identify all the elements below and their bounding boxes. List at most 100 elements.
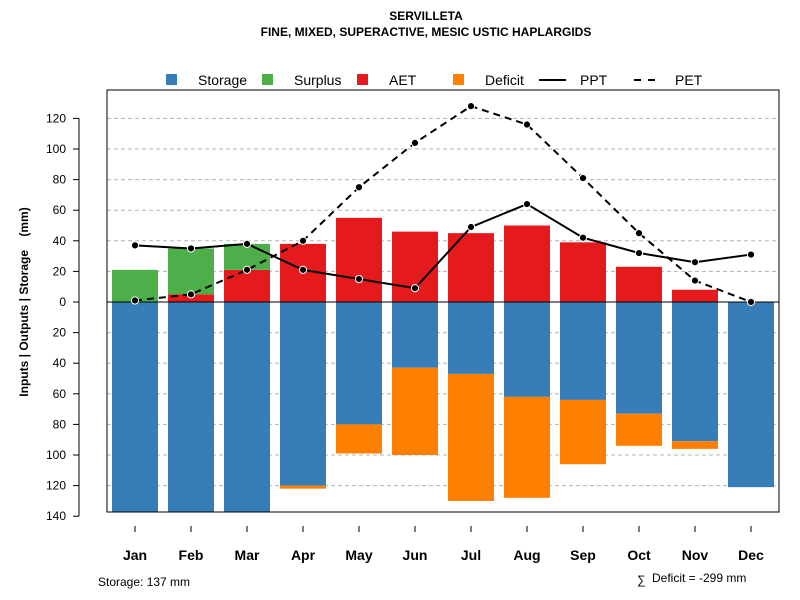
point-pet xyxy=(242,265,252,274)
bar-surplus xyxy=(224,243,270,270)
legend-label-deficit: Deficit xyxy=(485,72,524,88)
bar-deficit xyxy=(448,373,494,501)
x-tick-label: Aug xyxy=(513,547,540,563)
x-tick-label: Mar xyxy=(235,547,260,563)
y-tick-label: 40 xyxy=(53,234,67,248)
y-tick-label: 40 xyxy=(53,356,67,370)
point-pet xyxy=(578,173,588,183)
line-pet xyxy=(134,105,752,303)
bar-storage xyxy=(112,302,158,512)
point-pet xyxy=(298,236,308,245)
legend-swatch-surplus xyxy=(262,74,273,85)
y-tick-label: 60 xyxy=(53,387,67,401)
x-tick-label: Sep xyxy=(570,547,596,563)
plot-border xyxy=(106,89,780,513)
bar-storage xyxy=(616,302,662,414)
legend-label-surplus: Surplus xyxy=(294,72,341,88)
bar-storage xyxy=(392,302,438,368)
point-ppt xyxy=(354,274,364,284)
y-tick-label: 120 xyxy=(46,111,66,125)
point-ppt xyxy=(410,284,420,293)
y-axis: 120 100 80 60 40 20 0 20 40 60 80 100 120 140 xyxy=(46,111,80,523)
x-tick-label: Nov xyxy=(682,547,709,563)
bar-deficit xyxy=(280,485,326,489)
bar-deficit xyxy=(672,441,718,449)
bar-aet xyxy=(560,242,606,302)
bar-storage xyxy=(448,302,494,374)
chart-title: SERVILLETA xyxy=(389,9,463,23)
bar-deficit xyxy=(336,424,382,454)
bar-storage xyxy=(168,302,214,512)
bar-storage xyxy=(336,302,382,425)
storage-annotation: Storage: 137 mm xyxy=(98,575,190,589)
x-tick-label: Jan xyxy=(123,547,147,563)
point-ppt xyxy=(298,265,308,274)
legend-swatch-storage xyxy=(166,74,177,85)
y-tick-label: 100 xyxy=(46,142,66,156)
point-pet xyxy=(634,229,644,238)
legend-swatch-deficit xyxy=(453,74,464,85)
legend-label-storage: Storage xyxy=(198,72,247,88)
y-tick-label: 140 xyxy=(46,509,66,523)
legend: Storage Surplus AET Deficit PPT PET xyxy=(166,72,703,88)
y-tick-label: 0 xyxy=(59,295,66,309)
bar-aet xyxy=(672,289,718,302)
legend-label-ppt: PPT xyxy=(580,72,608,88)
point-ppt xyxy=(242,239,252,248)
bar-storage xyxy=(560,302,606,400)
point-pet xyxy=(410,138,420,147)
point-pet xyxy=(522,120,532,129)
legend-swatch-aet xyxy=(357,74,368,85)
point-ppt xyxy=(578,233,588,242)
point-pet xyxy=(746,297,756,307)
x-tick-label: Feb xyxy=(179,547,204,563)
x-tick-label: May xyxy=(345,547,372,563)
bar-storage xyxy=(672,302,718,442)
y-tick-label: 80 xyxy=(53,417,67,431)
deficit-annotation: Deficit = -299 mm xyxy=(652,571,746,585)
lines xyxy=(130,102,756,307)
legend-label-pet: PET xyxy=(675,72,703,88)
legend-label-aet: AET xyxy=(389,72,417,88)
y-tick-label: 80 xyxy=(53,173,67,187)
bars xyxy=(112,217,774,512)
bar-storage xyxy=(504,302,550,397)
bar-deficit xyxy=(392,367,438,455)
bar-storage xyxy=(728,302,774,488)
bar-aet xyxy=(224,269,270,302)
y-tick-label: 120 xyxy=(46,479,66,493)
gridlines xyxy=(107,117,779,487)
point-pet xyxy=(130,296,140,305)
point-ppt xyxy=(746,250,756,259)
x-tick-label: Jun xyxy=(403,547,428,563)
bar-aet xyxy=(336,217,382,302)
point-ppt xyxy=(130,241,140,250)
y-tick-label: 20 xyxy=(53,326,67,340)
bar-storage xyxy=(224,302,270,512)
y-axis-label: Inputs | Outputs | Storage (mm) xyxy=(17,207,31,396)
bar-aet xyxy=(504,225,550,302)
point-ppt xyxy=(186,244,196,253)
y-tick-label: 60 xyxy=(53,203,67,217)
point-pet xyxy=(186,290,196,299)
x-tick-label: Oct xyxy=(627,547,651,563)
y-tick-label: 100 xyxy=(46,448,66,462)
line-ppt xyxy=(134,202,752,290)
bar-deficit xyxy=(616,413,662,446)
bar-deficit xyxy=(560,399,606,465)
point-ppt xyxy=(466,222,476,232)
bar-aet xyxy=(616,266,662,302)
point-ppt xyxy=(690,258,700,267)
point-pet xyxy=(690,276,700,285)
x-tick-label: Apr xyxy=(291,547,316,563)
x-axis: Jan Feb Mar Apr May Jun Jul Aug Sep Oct Nov Dec xyxy=(123,526,764,563)
x-tick-label: Dec xyxy=(738,547,764,563)
x-tick-label: Jul xyxy=(461,547,481,563)
bar-deficit xyxy=(504,396,550,498)
point-pet xyxy=(354,183,364,192)
point-ppt xyxy=(522,199,532,209)
deficit-sum-symbol: ∑ xyxy=(637,573,646,587)
bar-storage xyxy=(280,302,326,486)
point-ppt xyxy=(634,248,644,258)
